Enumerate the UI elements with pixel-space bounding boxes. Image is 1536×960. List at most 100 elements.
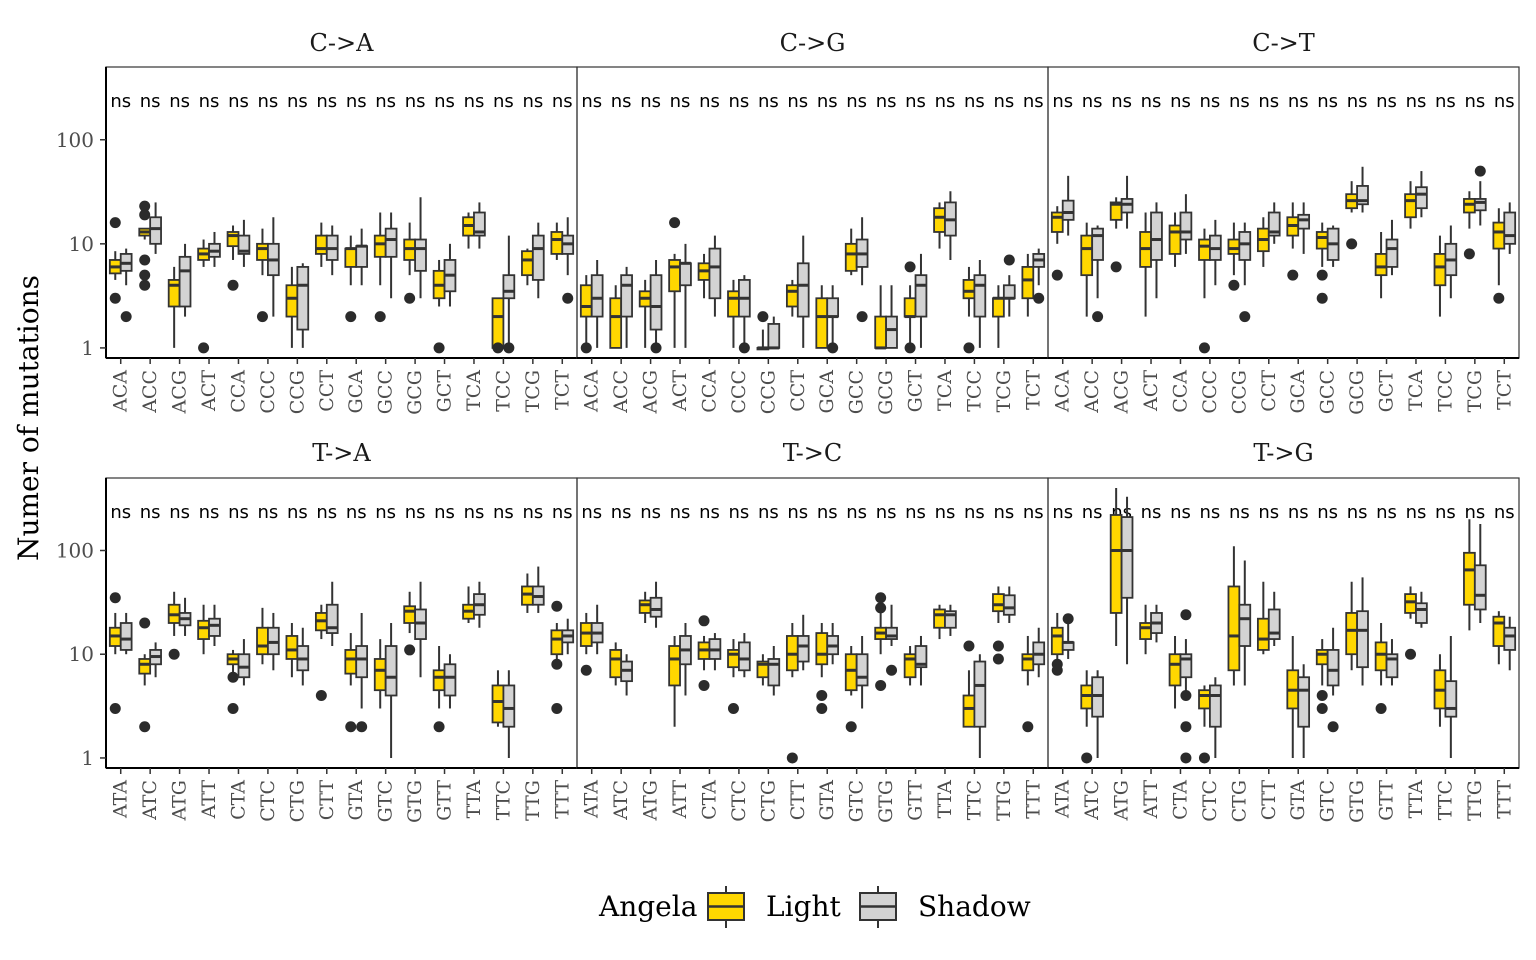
x-tick-label: GTT	[1376, 780, 1398, 821]
outlier-point	[904, 261, 916, 273]
x-tick-label: ACC	[1081, 370, 1103, 414]
significance-label: ns	[1406, 91, 1427, 112]
facet-title: T->C	[783, 439, 843, 467]
outlier-point	[856, 311, 868, 323]
box	[903, 297, 917, 318]
significance-label: ns	[1023, 502, 1044, 523]
significance-label: ns	[640, 91, 661, 112]
outlier-point	[1180, 609, 1192, 621]
box	[785, 284, 799, 308]
box	[1168, 653, 1182, 687]
box	[1356, 185, 1369, 206]
x-tick-label: ATC	[610, 780, 632, 821]
significance-label: ns	[670, 91, 691, 112]
outlier-point	[1180, 752, 1192, 764]
significance-label: ns	[964, 502, 985, 523]
box	[491, 297, 505, 349]
box	[1415, 186, 1428, 210]
outlier-point	[816, 690, 828, 701]
x-tick-label: ATC	[139, 780, 161, 821]
significance-label: ns	[1111, 91, 1132, 112]
box	[727, 290, 740, 318]
box	[767, 658, 781, 687]
significance-label: ns	[552, 502, 573, 523]
outlier-point	[374, 311, 386, 323]
box	[815, 632, 829, 666]
facet-panel: C->A 1 10 100 ns ACA ns ACC ns ACG ns ACT ns CCA ns CCC…	[56, 29, 578, 415]
outlier-point	[786, 752, 798, 764]
x-tick-label: ACA	[1052, 370, 1074, 413]
box	[885, 626, 898, 640]
box	[256, 242, 269, 261]
box	[1267, 211, 1281, 237]
x-tick-label: TCG	[1464, 370, 1486, 412]
box	[443, 663, 457, 697]
box	[1139, 622, 1152, 640]
outlier-point	[256, 311, 268, 323]
box	[844, 653, 858, 692]
x-tick-label: GCG	[875, 370, 897, 415]
box	[1002, 284, 1016, 300]
x-tick-label: ACC	[610, 370, 632, 414]
box	[256, 626, 269, 656]
box	[649, 274, 663, 331]
box	[285, 635, 299, 660]
y-tick-label: 100	[56, 128, 94, 152]
legend-label-light: Light	[766, 890, 842, 923]
outlier-point	[1327, 721, 1339, 733]
box	[296, 266, 310, 331]
outlier-point	[580, 664, 592, 676]
outlier-point	[492, 342, 504, 354]
significance-label: ns	[1023, 91, 1044, 112]
significance-label: ns	[876, 502, 897, 523]
outlier-point	[109, 592, 121, 604]
x-tick-label: CCG	[1228, 370, 1250, 414]
box	[550, 231, 564, 255]
box	[1021, 653, 1035, 672]
significance-label: ns	[316, 502, 337, 523]
x-tick-label: TTC	[963, 780, 985, 820]
facet-panel: T->C ns ATA ns ATC ns ATG ns ATT ns CTA ns CTC ns CTG n…	[576, 439, 1049, 823]
box	[1433, 253, 1447, 287]
box	[355, 645, 369, 679]
x-tick-label: ATC	[1081, 780, 1103, 821]
x-tick-label: TCT	[551, 370, 573, 410]
x-tick-label: CCG	[286, 370, 308, 414]
x-tick-label: ACC	[139, 370, 161, 414]
facet-panel: T->A 1 10 100 ns ATA ns ATC ns ATG ns ATT ns CTA ns CTC…	[56, 439, 578, 823]
significance-label: ns	[1200, 91, 1221, 112]
box	[738, 641, 751, 672]
outlier-point	[227, 671, 239, 683]
significance-label: ns	[1317, 91, 1338, 112]
outlier-point	[345, 721, 357, 733]
significance-label: ns	[552, 91, 573, 112]
outlier-point	[551, 600, 563, 612]
outlier-point	[1022, 721, 1034, 733]
x-tick-label: TTT	[1493, 780, 1515, 819]
box	[491, 684, 505, 724]
box	[325, 603, 339, 634]
x-tick-label: CTC	[1199, 780, 1221, 822]
box	[384, 645, 398, 697]
facet-title: C->T	[1252, 29, 1315, 57]
x-tick-label: CTT	[316, 780, 338, 821]
x-tick-label: ACG	[640, 370, 662, 414]
significance-label: ns	[1288, 91, 1309, 112]
x-tick-label: CTA	[698, 780, 720, 820]
y-tick-label: 1	[81, 746, 94, 770]
box	[649, 596, 663, 618]
box	[473, 211, 486, 237]
box	[844, 242, 858, 272]
outlier-point	[669, 217, 681, 229]
x-tick-label: CTG	[1228, 780, 1250, 822]
significance-label: ns	[964, 91, 985, 112]
box	[1267, 608, 1281, 640]
significance-label: ns	[729, 502, 750, 523]
outlier-point	[845, 721, 857, 733]
x-tick-label: ACA	[110, 370, 132, 413]
x-tick-label: GTG	[875, 780, 897, 823]
x-tick-label: TCT	[1022, 370, 1044, 410]
outlier-point	[1316, 269, 1328, 281]
x-tick-label: CTA	[1169, 780, 1191, 820]
